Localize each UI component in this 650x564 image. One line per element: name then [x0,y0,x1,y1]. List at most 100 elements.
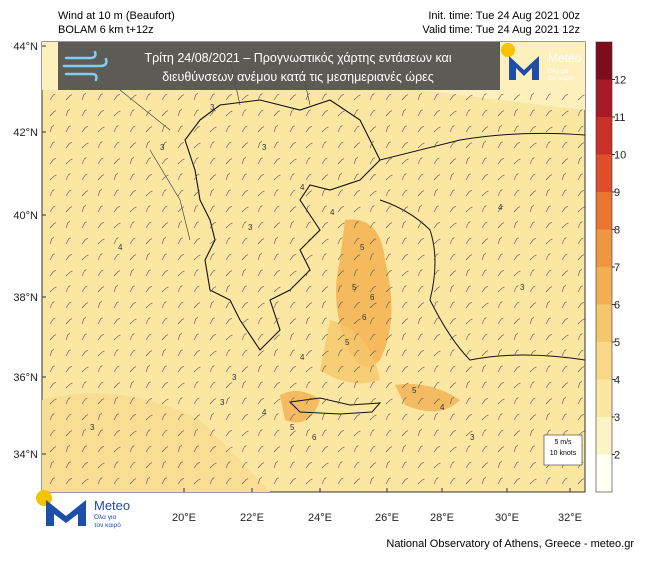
wind-barb [305,302,313,309]
wind-barb [577,478,585,485]
wind-barb [209,286,217,293]
wind-barb [337,349,343,357]
wind-barb [369,429,375,437]
colorbar-segment [596,79,612,117]
wind-barb [401,413,408,421]
wind-barb [129,237,136,245]
wind-barb [529,254,537,261]
wind-barb [177,366,184,373]
wind-barb [385,477,392,485]
lon-label: 24°E [308,512,332,524]
wind-barb [145,253,151,261]
wind-barb [369,302,377,309]
wind-barb [193,397,200,405]
wind-barb [225,94,232,101]
wind-barb [529,381,535,389]
wind-barb [561,158,569,165]
contour-label: 5 [345,338,350,347]
wind-barb [513,270,521,277]
wind-barb [369,333,376,341]
wind-barb [465,285,472,293]
wind-barb [577,142,585,149]
wind-barb [129,109,135,117]
wind-barb [193,333,200,341]
contour-label: 4 [118,243,123,252]
wind-barb [481,381,488,389]
wind-barb [145,286,152,293]
wind-barb [225,334,233,341]
wind-barb [161,253,168,261]
wind-barb [273,205,280,213]
wind-barb [193,366,201,373]
wind-barb [257,302,265,309]
wind-barb [257,414,265,421]
wind-barb [561,141,568,149]
wind-barb [449,285,455,293]
wind-barb [417,429,423,437]
wind-barb [65,270,73,277]
wind-barb [577,366,585,373]
wind-barb [481,398,488,405]
wind-barb [545,365,551,373]
wind-barb [401,366,408,373]
wind-barb [129,221,135,229]
wind-barb [113,270,121,277]
wind-barb [241,142,249,149]
wind-barb [129,381,135,389]
wind-barb [545,174,553,181]
wind-barb [577,109,583,117]
wind-barb [241,125,248,133]
wind-barb [225,141,232,149]
wind-barb [561,222,569,229]
wind-barb [209,381,216,389]
wind-barb [529,157,535,165]
wind-barb [145,157,152,165]
wind-barb [177,382,185,389]
wind-barb [273,141,280,149]
wind-barb [353,349,360,357]
wind-barb [433,381,440,389]
wind-barb [337,222,345,229]
wind-barb [465,445,471,453]
wind-barb [353,254,361,261]
wind-barb [273,461,279,469]
wind-barb [449,318,456,325]
wind-barb [225,461,231,469]
wind-barb [353,206,361,213]
wind-barb [561,413,568,421]
wind-barb [113,285,119,293]
wind-barb [289,366,296,373]
wind-barb [145,333,152,341]
wind-barb [305,333,312,341]
wind-barb [65,94,73,101]
wind-barb [161,174,169,181]
wind-barb [337,189,344,197]
wind-barb [49,205,56,213]
contour-label: 4 [262,408,267,417]
wind-barb [193,302,201,309]
wind-barb [225,446,233,453]
wind-barb [545,253,551,261]
wind-barb [289,270,297,277]
wind-barb [529,350,536,357]
wind-barb [353,302,360,309]
wind-barb [353,190,360,197]
lat-label: 40°N [13,210,38,222]
wind-barb [65,397,71,405]
wind-barb [369,253,375,261]
wind-barb [481,238,489,245]
wind-barb [225,477,232,485]
wind-barb [433,253,439,261]
wind-barb [401,189,408,197]
wind-barb [465,381,471,389]
wind-barb [465,478,473,485]
wind-barb [113,318,120,325]
contour-label: 4 [440,403,445,412]
wind-barb [145,109,152,117]
wind-barb [161,189,167,197]
wind-barb [465,349,472,357]
wind-barb [433,334,440,341]
wind-barb [353,318,361,325]
wind-barb [145,302,153,309]
wind-barb [145,221,152,229]
